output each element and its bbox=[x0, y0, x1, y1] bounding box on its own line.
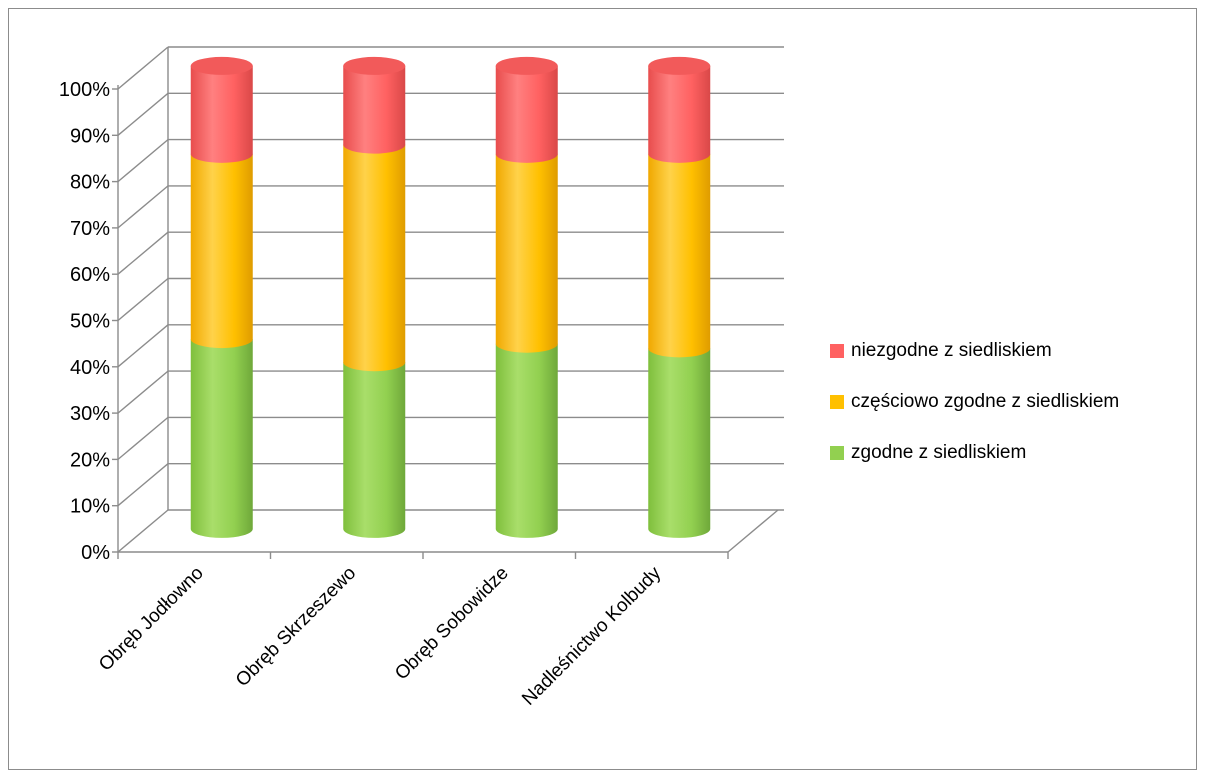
x-category-label: Nadleśnictwo Kolbudy bbox=[518, 562, 665, 709]
bar-segment-2-cat-2 bbox=[343, 144, 406, 372]
x-category-label: Obręb Sobowidze bbox=[391, 563, 513, 685]
y-tick-label: 0% bbox=[81, 542, 110, 564]
y-tick-label: 10% bbox=[70, 496, 110, 518]
y-tick-label: 20% bbox=[70, 449, 110, 471]
legend-item-niezgodne: niezgodne z siedliskiem bbox=[830, 338, 1200, 364]
bar-body bbox=[648, 153, 711, 358]
bar-body bbox=[343, 65, 406, 154]
bar-body bbox=[495, 65, 558, 163]
gridline-side bbox=[117, 324, 169, 368]
bar-body bbox=[648, 348, 711, 538]
legend-item-zgodne: zgodne z siedliskiem bbox=[830, 440, 1200, 466]
bar-body bbox=[648, 65, 711, 163]
x-category-label: Obręb Jodłowno bbox=[95, 563, 208, 676]
legend-item-czesciowo: częściowo zgodne z siedliskiem bbox=[830, 389, 1200, 415]
y-tick-label: 100% bbox=[59, 79, 110, 101]
bar-segment-1-cat-4 bbox=[648, 348, 711, 538]
axes bbox=[112, 47, 779, 559]
x-category-label: Obręb Skrzeszewo bbox=[232, 563, 360, 691]
gridline-side bbox=[117, 416, 169, 460]
y-tick-label: 30% bbox=[70, 403, 110, 425]
bar-segment-1-cat-3 bbox=[495, 343, 558, 538]
bar-body bbox=[343, 362, 406, 538]
bar-segment-3-cat-2 bbox=[343, 56, 406, 154]
y-tick-label: 60% bbox=[70, 264, 110, 286]
y-tick-label: 50% bbox=[70, 311, 110, 333]
floor-right-edge bbox=[727, 509, 779, 553]
gridline-side bbox=[117, 139, 169, 183]
bar-top-cap bbox=[190, 56, 253, 75]
y-tick-label: 90% bbox=[70, 125, 110, 147]
y-tick-label: 80% bbox=[70, 172, 110, 194]
y-axis-tick-labels: 0% 10% 20% 30% 40% 50% 60% 70% 80% 90% 100% bbox=[59, 79, 110, 564]
x-axis-category-labels: Obręb Jodłowno Obręb Skrzeszewo Obręb Sobo… bbox=[95, 562, 666, 709]
bar-body bbox=[190, 339, 253, 538]
legend-label-niezgodne: niezgodne z siedliskiem bbox=[851, 340, 1052, 361]
bar-segment-3-cat-1 bbox=[190, 56, 253, 163]
bar-segment-3-cat-4 bbox=[648, 56, 711, 163]
gridline-side bbox=[117, 509, 169, 553]
bar-segment-1-cat-1 bbox=[190, 339, 253, 538]
bar-body bbox=[343, 144, 406, 372]
bar-body bbox=[495, 153, 558, 353]
bar-segment-1-cat-2 bbox=[343, 362, 406, 538]
bar-top-cap bbox=[648, 56, 711, 75]
bars bbox=[190, 56, 711, 538]
gridline-side bbox=[117, 370, 169, 414]
legend-label-czesciowo: częściowo zgodne z siedliskiem bbox=[851, 391, 1120, 412]
bar-segment-2-cat-1 bbox=[190, 153, 253, 349]
gridline-side bbox=[117, 92, 169, 136]
bar-segment-2-cat-4 bbox=[648, 153, 711, 358]
bar-top-cap bbox=[343, 56, 406, 75]
bar-top-cap bbox=[495, 56, 558, 75]
y-tick-label: 40% bbox=[70, 357, 110, 379]
gridline-side bbox=[117, 231, 169, 275]
bar-body bbox=[190, 65, 253, 163]
legend-label-zgodne: zgodne z siedliskiem bbox=[851, 442, 1027, 463]
legend-swatch-yellow bbox=[830, 395, 844, 409]
legend: niezgodne z siedliskiem częściowo zgodne… bbox=[830, 338, 1200, 491]
legend-swatch-red bbox=[830, 344, 844, 358]
bar-body bbox=[495, 343, 558, 538]
gridline-side bbox=[117, 46, 169, 90]
gridline-side bbox=[117, 185, 169, 229]
gridline-side bbox=[117, 277, 169, 322]
bar-segment-3-cat-3 bbox=[495, 56, 558, 163]
bar-segment-2-cat-3 bbox=[495, 153, 558, 353]
legend-swatch-green bbox=[830, 446, 844, 460]
y-tick-label: 70% bbox=[70, 218, 110, 240]
bar-body bbox=[190, 153, 253, 349]
gridline-side bbox=[117, 463, 169, 507]
